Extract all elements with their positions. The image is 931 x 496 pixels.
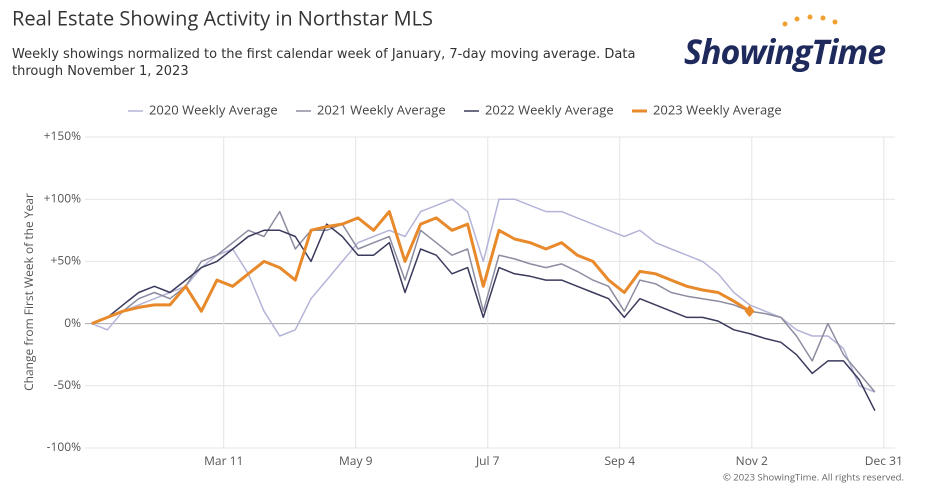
y-tick-label: 0% [64,314,81,331]
legend-label: 2020 Weekly Average [149,100,278,118]
y-tick-label: +50% [50,252,81,269]
y-tick-label: +100% [44,189,81,206]
series-line [91,223,876,412]
series-line [91,210,876,393]
x-tick-label: Jul 7 [475,452,500,469]
chart-title: Real Estate Showing Activity in Northsta… [12,4,433,31]
logo-dot [782,21,788,27]
logo-text: ShowingTime [684,28,886,74]
legend-label: 2021 Weekly Average [317,100,446,118]
y-tick-label: -100% [47,438,81,455]
subtitle-box: Weekly showings normalized to the first … [12,47,636,79]
logo-dot [807,14,813,20]
legend-label: 2022 Weekly Average [485,100,614,118]
legend-label: 2023 Weekly Average [653,100,782,118]
copyright: © 2023 ShowingTime. All rights reserved. [723,471,904,484]
logo-dot [832,19,838,25]
chart-subtitle: Weekly showings normalized to the first … [12,47,636,79]
x-tick-label: Nov 2 [736,452,768,469]
logo-dot [820,15,826,21]
x-tick-label: Sep 4 [604,452,635,469]
y-axis-label: Change from First Week of the Year [20,193,37,391]
x-tick-label: Dec 31 [865,452,903,469]
logo: ShowingTime [684,14,887,74]
series-line [91,210,751,325]
y-tick-label: -50% [53,376,81,393]
logo-dot [794,16,800,22]
series-line [91,198,876,393]
y-tick-label: +150% [44,127,81,144]
x-tick-label: May 9 [339,452,373,469]
end-marker [744,305,755,318]
x-tick-label: Mar 11 [204,452,243,469]
